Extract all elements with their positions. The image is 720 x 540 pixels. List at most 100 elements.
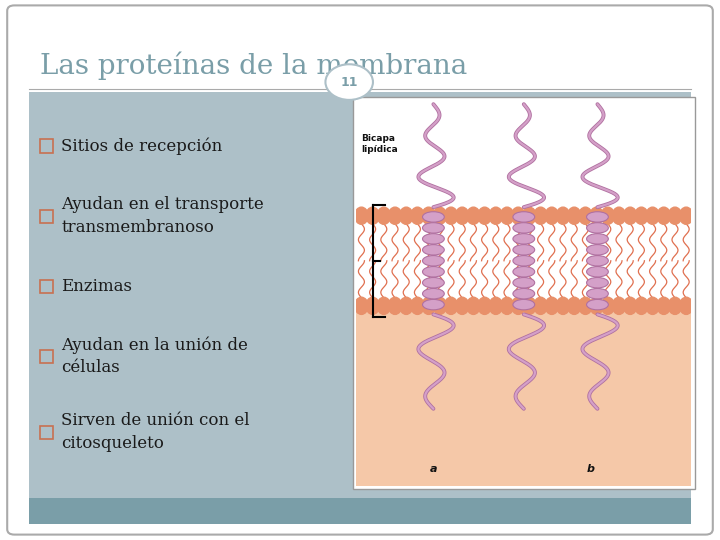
Circle shape <box>534 207 547 224</box>
Circle shape <box>590 297 603 314</box>
Ellipse shape <box>423 234 444 244</box>
Circle shape <box>366 297 379 314</box>
Circle shape <box>601 207 614 224</box>
Circle shape <box>444 207 458 224</box>
Circle shape <box>355 207 368 224</box>
Ellipse shape <box>587 288 608 299</box>
Circle shape <box>657 207 670 224</box>
Text: 11: 11 <box>341 76 358 89</box>
Ellipse shape <box>587 278 608 288</box>
Circle shape <box>366 207 379 224</box>
Circle shape <box>523 207 536 224</box>
Ellipse shape <box>423 255 444 266</box>
Circle shape <box>657 297 670 314</box>
Circle shape <box>325 64 373 100</box>
Bar <box>40 210 53 223</box>
Circle shape <box>646 207 660 224</box>
Circle shape <box>523 297 536 314</box>
Circle shape <box>601 297 614 314</box>
Circle shape <box>467 207 480 224</box>
Ellipse shape <box>513 222 535 233</box>
Circle shape <box>388 297 402 314</box>
Circle shape <box>388 207 402 224</box>
Ellipse shape <box>587 245 608 255</box>
Bar <box>29 498 691 524</box>
FancyBboxPatch shape <box>7 5 713 535</box>
Text: Bicapa
lipídica: Bicapa lipídica <box>361 134 398 154</box>
Ellipse shape <box>587 212 608 222</box>
Circle shape <box>400 297 413 314</box>
Circle shape <box>567 297 581 314</box>
Circle shape <box>534 297 547 314</box>
Ellipse shape <box>587 267 608 277</box>
Circle shape <box>511 207 525 224</box>
Bar <box>356 100 691 212</box>
Circle shape <box>557 207 570 224</box>
Circle shape <box>511 297 525 314</box>
Circle shape <box>377 207 390 224</box>
Ellipse shape <box>423 245 444 255</box>
Circle shape <box>433 297 446 314</box>
Ellipse shape <box>423 212 444 222</box>
Bar <box>356 310 691 486</box>
Circle shape <box>579 297 592 314</box>
Text: Ayudan en el transporte
transmembranoso: Ayudan en el transporte transmembranoso <box>61 197 264 235</box>
Bar <box>40 280 53 293</box>
Circle shape <box>478 297 491 314</box>
Circle shape <box>646 297 660 314</box>
Circle shape <box>545 297 559 314</box>
Text: b: b <box>587 464 595 474</box>
Ellipse shape <box>513 212 535 222</box>
Ellipse shape <box>423 278 444 288</box>
Circle shape <box>377 297 390 314</box>
Circle shape <box>410 207 424 224</box>
Circle shape <box>500 297 513 314</box>
Ellipse shape <box>513 245 535 255</box>
Ellipse shape <box>587 222 608 233</box>
Circle shape <box>680 297 693 314</box>
Ellipse shape <box>423 222 444 233</box>
Ellipse shape <box>423 288 444 299</box>
Circle shape <box>355 297 368 314</box>
Circle shape <box>567 207 581 224</box>
Ellipse shape <box>513 288 535 299</box>
Ellipse shape <box>587 234 608 244</box>
Circle shape <box>635 297 648 314</box>
Ellipse shape <box>513 267 535 277</box>
Circle shape <box>635 207 648 224</box>
Circle shape <box>612 297 626 314</box>
Circle shape <box>444 297 458 314</box>
Ellipse shape <box>513 278 535 288</box>
Text: Sitios de recepción: Sitios de recepción <box>61 137 222 154</box>
Circle shape <box>410 297 424 314</box>
Circle shape <box>545 207 559 224</box>
Ellipse shape <box>587 299 608 310</box>
Ellipse shape <box>513 255 535 266</box>
Circle shape <box>478 207 491 224</box>
Circle shape <box>624 207 637 224</box>
Circle shape <box>500 207 513 224</box>
Text: Las proteínas de la membrana: Las proteínas de la membrana <box>40 51 467 80</box>
Circle shape <box>579 207 592 224</box>
Bar <box>353 97 695 489</box>
Bar <box>40 139 53 153</box>
Circle shape <box>668 297 682 314</box>
Ellipse shape <box>513 299 535 310</box>
Ellipse shape <box>423 299 444 310</box>
Bar <box>40 426 53 439</box>
Circle shape <box>422 207 436 224</box>
Text: a: a <box>430 464 437 474</box>
Bar <box>40 350 53 363</box>
Circle shape <box>456 207 469 224</box>
Text: Sirven de unión con el
citosqueleto: Sirven de unión con el citosqueleto <box>61 413 250 451</box>
Circle shape <box>680 207 693 224</box>
Circle shape <box>422 297 436 314</box>
Circle shape <box>467 297 480 314</box>
Circle shape <box>612 207 626 224</box>
Ellipse shape <box>587 255 608 266</box>
Circle shape <box>456 297 469 314</box>
Circle shape <box>668 207 682 224</box>
Ellipse shape <box>513 234 535 244</box>
Circle shape <box>590 207 603 224</box>
Ellipse shape <box>423 267 444 277</box>
